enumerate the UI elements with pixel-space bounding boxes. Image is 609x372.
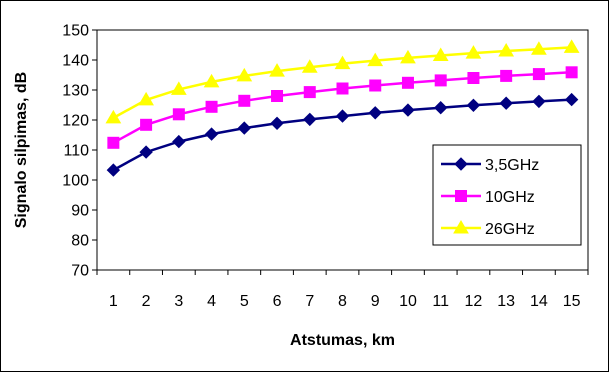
- x-tick-label: 5: [240, 293, 249, 310]
- data-point: [205, 100, 218, 113]
- data-point: [138, 91, 154, 106]
- y-tick-label: 100: [62, 173, 89, 190]
- data-point: [238, 94, 251, 107]
- data-point: [203, 73, 220, 88]
- legend-marker: [453, 220, 469, 234]
- data-point: [172, 108, 185, 121]
- data-point: [170, 81, 187, 95]
- data-point: [466, 98, 481, 113]
- x-tick-label: 3: [174, 293, 183, 310]
- y-tick-label: 90: [71, 203, 89, 220]
- data-point: [204, 127, 219, 141]
- data-point: [172, 134, 186, 149]
- data-point: [531, 41, 547, 55]
- data-point: [532, 94, 546, 109]
- x-tick-label: 12: [465, 293, 483, 310]
- data-point: [140, 118, 153, 131]
- data-point: [401, 103, 415, 117]
- data-point: [107, 136, 120, 149]
- legend-item: 26GHz: [441, 220, 535, 238]
- data-point: [271, 90, 284, 102]
- data-point: [498, 43, 515, 57]
- x-axis-title: Atstumas, km: [290, 332, 395, 349]
- x-tick-label: 4: [207, 293, 216, 310]
- data-point: [237, 121, 252, 135]
- data-point: [565, 66, 578, 79]
- data-point: [301, 59, 318, 73]
- x-tick-label: 2: [142, 293, 151, 310]
- data-point: [400, 49, 416, 64]
- x-tick-label: 11: [432, 293, 449, 310]
- data-point: [236, 67, 253, 82]
- x-tick-label: 14: [530, 293, 548, 310]
- data-point: [335, 109, 350, 123]
- data-point: [564, 92, 579, 107]
- x-tick-label: 13: [497, 293, 515, 310]
- data-point: [401, 76, 414, 89]
- x-tick-label: 6: [273, 293, 282, 310]
- data-point: [303, 86, 316, 99]
- data-point: [334, 55, 351, 70]
- y-tick-label: 130: [62, 83, 89, 100]
- data-point: [563, 39, 580, 53]
- data-point: [106, 163, 121, 177]
- y-tick-label: 110: [63, 143, 89, 160]
- data-point: [270, 116, 284, 131]
- data-point: [139, 145, 153, 159]
- x-tick-label: 10: [399, 293, 417, 310]
- legend-marker: [455, 190, 467, 202]
- data-point: [368, 106, 382, 120]
- legend-label: 3,5GHz: [485, 157, 539, 174]
- y-tick-label: 120: [62, 113, 89, 130]
- data-point: [434, 74, 447, 87]
- legend-marker: [454, 157, 468, 171]
- x-axis: 1 2 3 4 5 6 7 8 9 10 11 12 13 14 15: [96, 270, 589, 310]
- data-point: [105, 109, 122, 124]
- y-tick-label: 150: [62, 23, 89, 40]
- x-tick-label: 8: [338, 293, 347, 310]
- x-tick-label: 9: [371, 293, 380, 310]
- data-point: [467, 72, 480, 84]
- series-triangle: [105, 39, 580, 124]
- data-point: [369, 79, 382, 92]
- data-point: [500, 69, 513, 82]
- y-tick-label: 80: [71, 233, 89, 250]
- series-square: [107, 66, 578, 149]
- data-point: [532, 68, 545, 81]
- data-point: [465, 45, 482, 59]
- data-point: [499, 96, 513, 110]
- data-point: [303, 112, 317, 127]
- y-tick-label: 140: [62, 53, 89, 70]
- y-axis: 70 80 90 100 110 120 130 140 150: [62, 23, 97, 280]
- data-point: [367, 52, 384, 67]
- x-tick-label: 1: [109, 293, 118, 310]
- series-layer: [105, 39, 580, 177]
- legend-item: 10GHz: [441, 189, 535, 206]
- data-point: [433, 100, 448, 115]
- legend-label: 26GHz: [485, 221, 535, 238]
- x-tick-label: 15: [563, 293, 581, 310]
- data-point: [432, 47, 449, 61]
- y-tick-label: 70: [71, 263, 89, 280]
- y-axis-title: Signalo silpimas, dB: [13, 72, 30, 228]
- legend: 3,5GHz 10GHz 26GHz: [432, 144, 582, 246]
- series-diamond: [106, 92, 579, 177]
- legend-item: 3,5GHz: [441, 157, 539, 174]
- data-point: [269, 63, 285, 77]
- legend-label: 10GHz: [485, 189, 535, 206]
- x-tick-label: 7: [305, 293, 314, 310]
- data-point: [336, 82, 349, 95]
